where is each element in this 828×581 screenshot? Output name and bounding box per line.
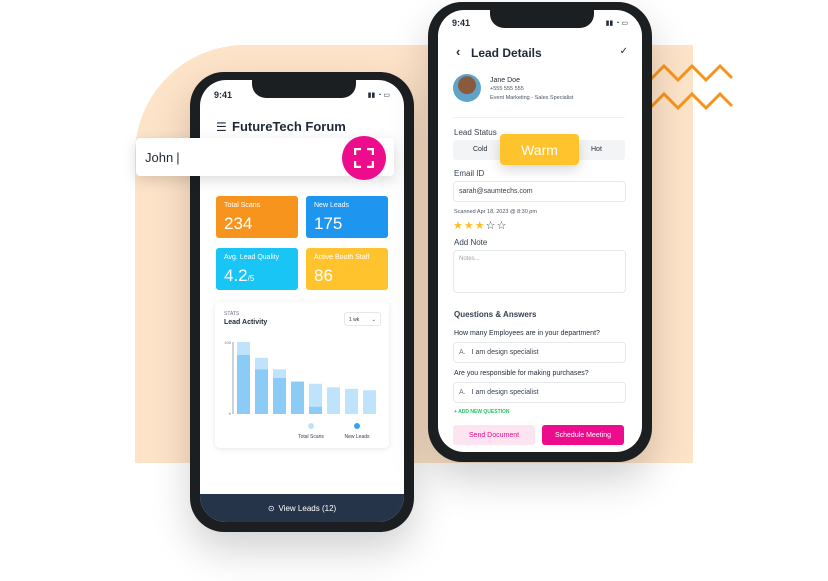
bar-new-leads [237, 354, 250, 414]
bar-total-scans [345, 388, 358, 414]
star-icon[interactable]: ★ [474, 220, 486, 232]
answer-prefix: A. [459, 389, 466, 396]
card-label: Total Scans [224, 202, 261, 209]
search-value: John [145, 149, 174, 165]
view-leads-button[interactable]: ⊙ View Leads (12) [200, 494, 404, 522]
card-new-leads[interactable]: New Leads 175 [306, 196, 388, 238]
zigzag-decoration [648, 63, 734, 111]
card-value: 175 [314, 214, 343, 233]
notes-textarea[interactable]: Notes... [453, 250, 626, 293]
status-warm-selected[interactable]: Warm [500, 134, 579, 165]
chart-title: Lead Activity [224, 319, 268, 326]
chart-overline: STATS [224, 311, 240, 317]
lead-activity-chart: 100 0 Total Scans New Leads [224, 340, 376, 440]
star-icon[interactable]: ☆ [496, 220, 508, 232]
card-label: New Leads [314, 202, 350, 209]
y-tick-label: 100 [224, 340, 231, 345]
add-question-link[interactable]: + ADD NEW QUESTION [454, 409, 510, 415]
card-label: Avg. Lead Quality [224, 254, 280, 261]
scanned-timestamp: Scanned Apr 18, 2023 @ 8:30 pm [454, 209, 537, 215]
answer-text: I am design specialist [471, 349, 539, 356]
contact-name: Jane Doe [490, 77, 520, 84]
email-field[interactable]: sarah@saumtechs.com [453, 181, 626, 202]
email-label: Email ID [454, 169, 485, 178]
legend-dot [354, 423, 360, 429]
card-label: Active Booth Staff [314, 254, 370, 261]
check-icon[interactable]: ✓ [619, 46, 628, 57]
notch [490, 10, 594, 28]
schedule-meeting-button[interactable]: Schedule Meeting [542, 425, 624, 445]
card-value: 4.2 [224, 266, 248, 285]
menu-icon[interactable]: ☰ [216, 120, 227, 134]
bar-new-leads [255, 369, 268, 414]
card-value: 86 [314, 266, 333, 285]
stats-cards: Total Scans 234 New Leads 175 Avg. Lead Qu… [216, 196, 388, 290]
status-hot[interactable]: Hot [591, 146, 602, 153]
right-phone: 9:41 ▮▮ ◔ ▭ ‹ Lead Details ✓ Jane Doe +5… [428, 2, 652, 462]
scan-icon [354, 148, 374, 168]
send-document-button[interactable]: Send Document [453, 425, 535, 445]
answer-text: I am design specialist [471, 389, 539, 396]
bar-new-leads [291, 381, 304, 414]
card-total-scans[interactable]: Total Scans 234 [216, 196, 298, 238]
y-tick-label: 0 [229, 411, 232, 416]
legend-label: Total Scans [298, 434, 324, 440]
bar-new-leads [273, 378, 286, 414]
bar-new-leads [309, 406, 322, 414]
answer-1-field[interactable]: A. I am design specialist [453, 342, 626, 363]
bar-total-scans [327, 387, 340, 414]
avatar [453, 74, 481, 102]
range-value: 1 wk [349, 317, 360, 323]
status-time: 9:41 [452, 18, 471, 28]
status-cold[interactable]: Cold [473, 146, 488, 153]
contact-phone: +555 555 555 [490, 86, 524, 92]
card-value: 234 [224, 214, 253, 233]
legend-label: New Leads [344, 434, 370, 440]
notch [252, 80, 356, 98]
add-note-label: Add Note [454, 238, 488, 247]
page-title: Lead Details [471, 46, 542, 60]
view-leads-label: View Leads (12) [278, 503, 337, 513]
answer-2-field[interactable]: A. I am design specialist [453, 382, 626, 403]
divider [453, 117, 625, 118]
qa-title: Questions & Answers [454, 310, 537, 319]
page-title: FutureTech Forum [232, 119, 346, 134]
status-icons: ▮▮ ◔ ▭ [605, 20, 628, 27]
status-time: 9:41 [214, 90, 233, 100]
back-button[interactable]: ‹ [456, 44, 461, 59]
bar-total-scans [309, 383, 322, 414]
lead-activity-card: STATS Lead Activity 1 wk ⌄ 100 0 Total Scan… [215, 302, 389, 448]
chevron-down-icon: ⌄ [371, 317, 376, 323]
question-1: How many Employees are in your departmen… [454, 330, 600, 337]
range-select[interactable]: 1 wk ⌄ [344, 312, 381, 326]
star-icon[interactable]: ☆ [485, 220, 497, 232]
legend-dot [308, 423, 314, 429]
card-booth-staff[interactable]: Active Booth Staff 86 [306, 248, 388, 290]
bar-total-scans [363, 390, 376, 414]
star-icon[interactable]: ★ [453, 220, 464, 232]
scan-button[interactable] [342, 136, 386, 180]
card-suffix: /5 [247, 274, 255, 283]
contact-role: Event Marketing - Sales Specialist [490, 95, 574, 101]
status-icons: ▮▮ ◔ ▭ [367, 92, 390, 99]
rating-stars[interactable]: ★★★☆☆ [453, 219, 507, 232]
question-2: Are you responsible for making purchases… [454, 370, 589, 377]
answer-prefix: A. [459, 349, 466, 356]
lead-details-screen: 9:41 ▮▮ ◔ ▭ ‹ Lead Details ✓ Jane Doe +5… [438, 10, 642, 452]
check-circle-icon: ⊙ [267, 503, 275, 513]
star-icon[interactable]: ★ [463, 220, 475, 232]
card-avg-quality[interactable]: Avg. Lead Quality 4.2/5 [216, 248, 298, 290]
lead-status-label: Lead Status [454, 128, 497, 137]
